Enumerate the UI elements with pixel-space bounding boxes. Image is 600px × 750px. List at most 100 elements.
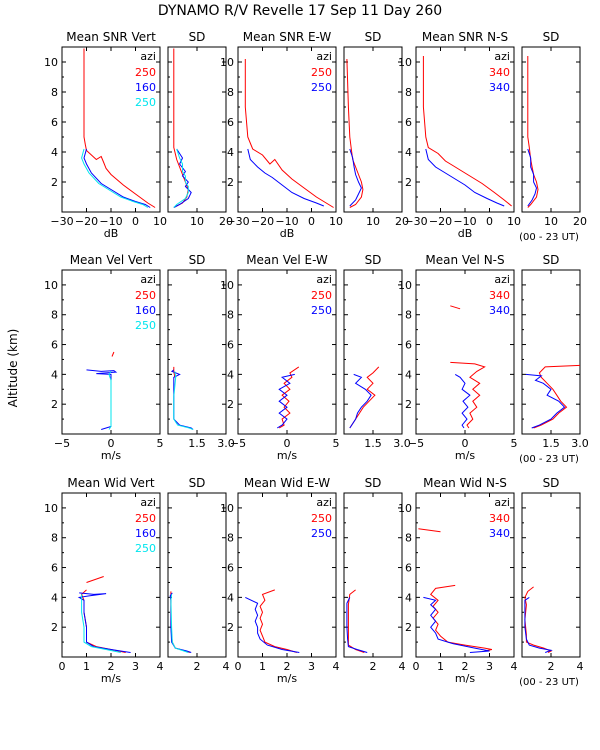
panel-snr-vert-sd: SD 10 20 bbox=[167, 30, 233, 228]
x-tick-label: −30 bbox=[226, 215, 249, 228]
legend-entry: 340 bbox=[489, 304, 510, 317]
x-tick-label: 3.0 bbox=[393, 437, 411, 450]
y-tick-label: 6 bbox=[405, 116, 412, 129]
y-tick-label: 4 bbox=[405, 368, 412, 381]
y-tick-label: 8 bbox=[405, 309, 412, 322]
x-tick-label: 10 bbox=[507, 215, 521, 228]
y-tick-label: 6 bbox=[405, 562, 412, 575]
y-axis-label: Altitude (km) bbox=[6, 329, 20, 408]
x-tick-label: 0 bbox=[108, 437, 115, 450]
y-tick-label: 8 bbox=[51, 86, 58, 99]
x-tick-label: −30 bbox=[404, 215, 427, 228]
x-axis-label: dB bbox=[104, 227, 119, 240]
y-tick-label: 6 bbox=[227, 116, 234, 129]
panel-title: Mean SNR E-W bbox=[243, 30, 332, 44]
panel-vel-ew: Mean Vel E-W 2 4 6 8 10 −5 0 5 m/s azi 250 250 bbox=[220, 253, 340, 462]
series-red-line bbox=[83, 48, 156, 208]
x-tick-label: −30 bbox=[50, 215, 73, 228]
x-tick-label: −5 bbox=[230, 437, 246, 450]
series-blue-line bbox=[454, 373, 471, 429]
panel-snr-vert: Mean SNR Vert 2 4 6 8 10 −30 −20 −10 0 10 dB azi 250 1… bbox=[44, 30, 167, 240]
x-axis-label: dB bbox=[458, 227, 473, 240]
panel-title: SD bbox=[543, 30, 560, 44]
series-red-line bbox=[259, 589, 297, 653]
x-tick-label: 10 bbox=[329, 215, 343, 228]
series-red-line bbox=[429, 584, 493, 652]
panel-title: Mean Vel E-W bbox=[246, 253, 328, 267]
series-blue-line bbox=[425, 148, 505, 207]
x-tick-label: −20 bbox=[429, 215, 452, 228]
panel-wid-vert: Mean Wid Vert 2 4 6 8 10 0 1 2 3 4 m/s azi 250 160 250 bbox=[44, 476, 164, 685]
x-tick-label: 3 bbox=[308, 660, 315, 673]
series-blue-line bbox=[527, 148, 538, 207]
ut-range-label: (00 - 23 UT) bbox=[519, 454, 579, 465]
x-tick-label: 0 bbox=[308, 215, 315, 228]
y-tick-label: 10 bbox=[220, 502, 234, 515]
y-tick-label: 6 bbox=[51, 116, 58, 129]
x-axis-label: m/s bbox=[101, 449, 121, 462]
series-cyan-line bbox=[81, 148, 149, 208]
y-tick-label: 8 bbox=[227, 309, 234, 322]
x-tick-label: 4 bbox=[157, 660, 164, 673]
panel-title: Mean SNR N-S bbox=[422, 30, 508, 44]
y-tick-label: 8 bbox=[405, 86, 412, 99]
series-red-line bbox=[170, 591, 190, 653]
legend-entry: 340 bbox=[489, 81, 510, 94]
legend-azi-label: azi bbox=[140, 50, 156, 63]
series-red-line bbox=[86, 576, 104, 583]
legend-entry: 250 bbox=[135, 319, 156, 332]
series-red-line bbox=[347, 589, 365, 653]
panel-wid-ew-sd: SD 2 4 bbox=[343, 476, 406, 673]
panel-title: SD bbox=[365, 476, 382, 490]
x-tick-label: 3.0 bbox=[217, 437, 235, 450]
series-red-line bbox=[422, 56, 512, 207]
legend-entry: 340 bbox=[489, 527, 510, 540]
series-red-line bbox=[524, 586, 553, 653]
y-tick-label: 10 bbox=[44, 502, 58, 515]
series-cyan-line bbox=[170, 594, 189, 653]
panel-title: Mean SNR Vert bbox=[66, 30, 156, 44]
series-cyan-line bbox=[81, 594, 121, 653]
x-tick-label: 5 bbox=[157, 437, 164, 450]
x-tick-label: 10 bbox=[153, 215, 167, 228]
x-tick-label: 0 bbox=[59, 660, 66, 673]
panel-wid-ns: Mean Wid N-S 2 4 6 8 10 0 1 2 3 4 m/s azi 340 340 bbox=[398, 476, 518, 685]
series-blue-line bbox=[247, 148, 324, 207]
x-tick-label: −5 bbox=[408, 437, 424, 450]
panel-title: Mean Wid Vert bbox=[67, 476, 154, 490]
panel-wid-vert-sd: SD 2 4 bbox=[167, 476, 230, 673]
y-tick-label: 10 bbox=[220, 56, 234, 69]
x-tick-label: 2 bbox=[194, 660, 201, 673]
series-red-line bbox=[418, 528, 441, 533]
legend-entry: 250 bbox=[311, 66, 332, 79]
series-cyan-line bbox=[173, 371, 194, 430]
panel-title: SD bbox=[189, 253, 206, 267]
x-tick-label: −10 bbox=[453, 215, 476, 228]
panel-frame bbox=[167, 492, 227, 658]
ut-range-label: (00 - 23 UT) bbox=[519, 232, 579, 243]
y-tick-label: 4 bbox=[51, 368, 58, 381]
x-axis-label: dB bbox=[280, 227, 295, 240]
series-blue-line bbox=[173, 148, 192, 208]
x-axis-label: m/s bbox=[277, 449, 297, 462]
x-tick-label: 20 bbox=[573, 215, 587, 228]
series-red-line bbox=[346, 58, 364, 208]
panel-snr-ns-sd: SD 10 20 (00 - 23 UT) bbox=[519, 30, 587, 243]
x-tick-label: −5 bbox=[54, 437, 70, 450]
series-red-line bbox=[173, 366, 176, 378]
y-tick-label: 4 bbox=[51, 146, 58, 159]
x-tick-label: 4 bbox=[223, 660, 230, 673]
x-tick-label: 0 bbox=[284, 437, 291, 450]
series-blue-line bbox=[349, 373, 372, 429]
x-tick-label: −20 bbox=[251, 215, 274, 228]
legend-entry: 250 bbox=[135, 96, 156, 109]
x-tick-label: 3 bbox=[486, 660, 493, 673]
x-tick-label: 4 bbox=[577, 660, 584, 673]
x-tick-label: 10 bbox=[366, 215, 380, 228]
x-tick-label: −10 bbox=[275, 215, 298, 228]
x-axis-label: m/s bbox=[277, 672, 297, 685]
y-tick-label: 6 bbox=[51, 562, 58, 575]
x-tick-label: 3.0 bbox=[571, 437, 589, 450]
